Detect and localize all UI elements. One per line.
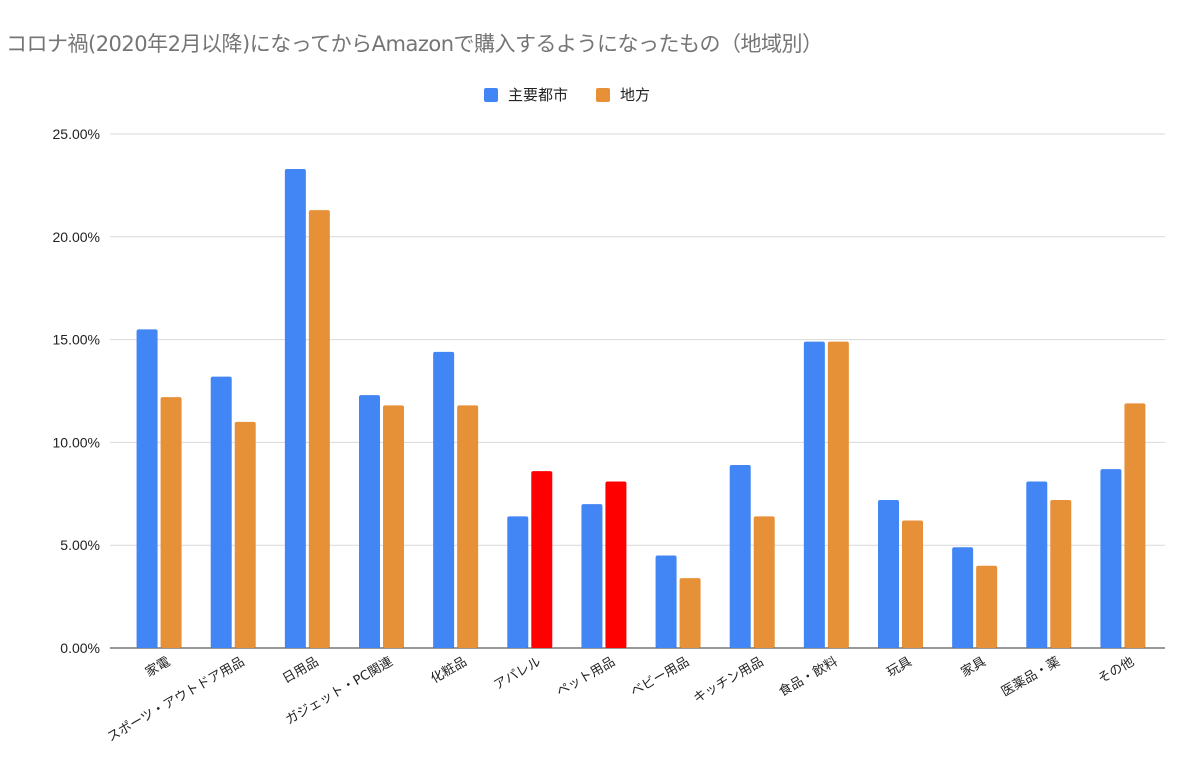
bar-regional [160, 397, 182, 648]
bar-regional [827, 341, 849, 648]
x-tick-label: 家電 [143, 654, 174, 681]
bar-regional [383, 405, 404, 648]
bar-regional [308, 210, 330, 648]
bar-major-cities [210, 376, 232, 648]
bar-major-cities [655, 555, 677, 648]
x-tick-label: キッチン用品 [691, 654, 766, 706]
x-tick-label: 化粧品 [428, 654, 469, 686]
y-tick-label: 10.00% [53, 434, 100, 450]
y-tick-label: 0.00% [60, 640, 100, 656]
bar-major-cities [878, 499, 899, 648]
x-tick-label: 日用品 [280, 654, 321, 686]
bar-major-cities [803, 341, 825, 648]
bar-major-cities [1026, 481, 1048, 648]
x-tick-label: 玩具 [884, 654, 914, 680]
bar-major-cities [359, 395, 380, 648]
y-tick-label: 15.00% [53, 332, 100, 348]
bar-regional [679, 578, 701, 648]
bar-major-cities [284, 168, 306, 648]
x-tick-label: アパレル [491, 654, 543, 693]
bar-regional [753, 516, 775, 648]
legend-item-major-cities: 主要都市 [484, 84, 568, 105]
bar-major-cities [729, 465, 751, 648]
legend-label: 地方 [620, 86, 651, 104]
legend-swatch-regional [596, 87, 611, 102]
legend-label: 主要都市 [508, 86, 569, 104]
bar-regional [1050, 499, 1072, 648]
bar-regional [531, 471, 553, 648]
bar-major-cities [136, 329, 158, 648]
bar-regional [976, 565, 998, 648]
y-tick-label: 25.00% [53, 126, 100, 142]
bar-regional [457, 405, 479, 648]
bar-regional [902, 520, 923, 648]
x-tick-label: ベビー用品 [628, 654, 692, 699]
x-tick-label: 医薬品・薬 [999, 654, 1063, 699]
x-tick-label: 家具 [958, 654, 989, 681]
legend: 主要都市 地方 [484, 84, 678, 105]
bar-major-cities [433, 351, 455, 648]
bar-regional [234, 421, 256, 648]
legend-swatch-major-cities [484, 87, 498, 102]
y-tick-label: 20.00% [53, 229, 100, 245]
bar-major-cities [507, 516, 529, 648]
x-tick-label: スポーツ・アウトドア用品 [105, 654, 247, 745]
chart-title: コロナ禍(2020年2月以降)になってからAmazonで購入するようになったもの… [6, 32, 823, 56]
legend-item-regional: 地方 [596, 84, 650, 105]
x-tick-label: その他 [1096, 654, 1137, 686]
x-tick-label: 食品・飲料 [776, 654, 840, 700]
bar-major-cities [1100, 469, 1122, 648]
bar-major-cities [581, 504, 603, 648]
bar-regional [605, 481, 627, 648]
bar-major-cities [952, 547, 974, 648]
x-tick-label: ペット用品 [554, 654, 618, 699]
y-tick-label: 5.00% [60, 537, 100, 553]
bar-regional [1124, 403, 1146, 648]
